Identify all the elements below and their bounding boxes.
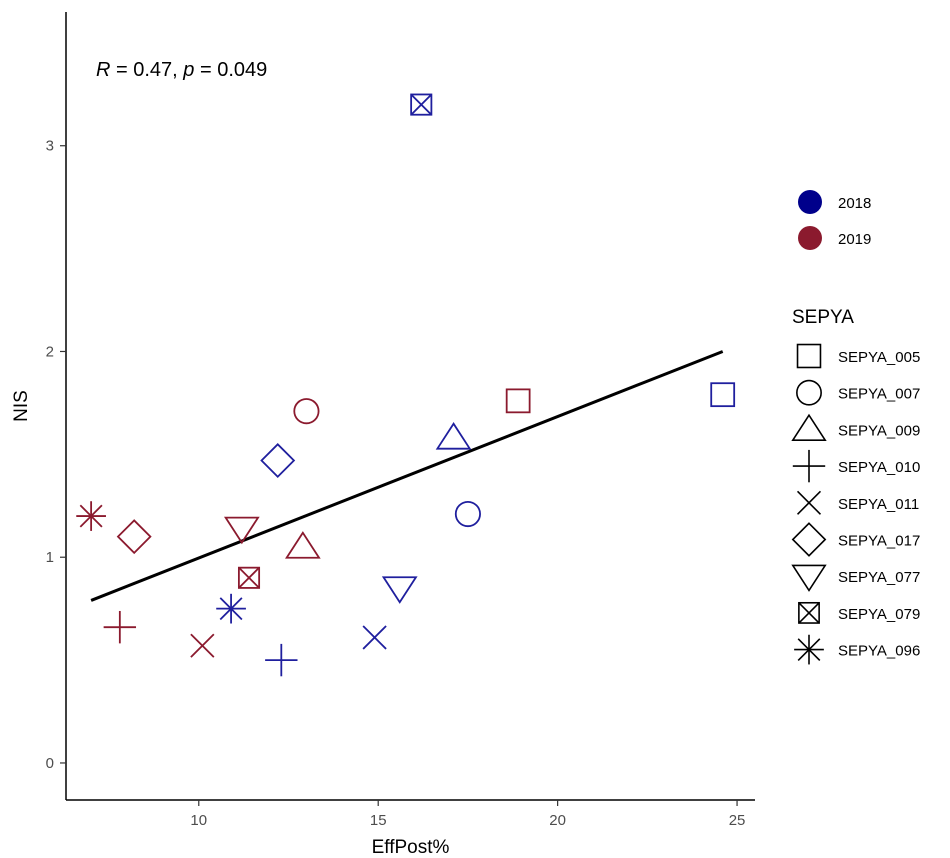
y-tick-label: 2 <box>46 343 54 360</box>
legend-shape-key-sepya-009 <box>791 413 827 442</box>
legend-shape-label-sepya-009: SEPYA_009 <box>838 422 920 439</box>
legend-shape-label-sepya-096: SEPYA_096 <box>838 643 920 660</box>
point-sepya-011-2019 <box>190 633 215 658</box>
point-sepya-096-2018 <box>216 593 246 624</box>
legend-shape-label-sepya-010: SEPYA_010 <box>838 459 920 476</box>
annotation-p-value: = 0.049 <box>194 59 267 81</box>
point-sepya-005-2019 <box>505 388 531 414</box>
legend-shape-key-sepya-077 <box>791 564 827 592</box>
annotation-r-value: = 0.47, <box>110 59 183 81</box>
point-sepya-009-2018 <box>435 422 472 450</box>
point-sepya-007-2019 <box>293 398 320 425</box>
point-sepya-007-2018 <box>454 500 481 528</box>
legend-shape-label-sepya-077: SEPYA_077 <box>838 569 920 586</box>
annotation-p-label: p <box>182 59 194 81</box>
point-sepya-010-2019 <box>103 610 137 644</box>
annotation-r-label: R <box>96 59 110 81</box>
point-sepya-077-2019 <box>223 516 260 545</box>
x-tick-label: 15 <box>370 812 387 829</box>
legend-shape-key-sepya-011 <box>796 490 822 515</box>
point-sepya-011-2018 <box>362 625 387 650</box>
point-sepya-077-2018 <box>381 576 418 604</box>
y-axis-title: NIS <box>11 390 32 422</box>
legend-shape-key-sepya-010 <box>792 449 826 483</box>
y-tick-label: 1 <box>46 549 54 566</box>
point-sepya-096-2019 <box>76 501 106 531</box>
legend-shape-label-sepya-079: SEPYA_079 <box>838 606 920 623</box>
legend-shape-key-sepya-005 <box>796 343 822 369</box>
data-points <box>76 93 736 677</box>
legend-color-swatch-2019 <box>798 226 822 250</box>
legend-shape-label-sepya-011: SEPYA_011 <box>838 496 919 513</box>
y-tick-label: 3 <box>46 138 54 155</box>
point-sepya-079-2018 <box>410 93 433 116</box>
point-sepya-017-2018 <box>260 443 296 478</box>
legend-shape-key-sepya-017 <box>791 522 827 557</box>
legend: 2018 2019 SEPYA SEPYA_005 SEPYA_007 SEPYA_009… <box>791 190 920 665</box>
legend-shape-label-sepya-005: SEPYA_005 <box>838 349 920 366</box>
legend-shape-key-sepya-007 <box>796 379 822 406</box>
x-tick-label: 25 <box>729 812 746 829</box>
legend-shape-key-sepya-096 <box>794 634 824 665</box>
legend-color-label-2018: 2018 <box>838 195 871 212</box>
legend-shape-label-sepya-007: SEPYA_007 <box>838 386 920 403</box>
point-sepya-005-2018 <box>710 382 736 408</box>
point-sepya-010-2018 <box>265 643 298 677</box>
correlation-annotation: R = 0.47, p = 0.049 <box>96 59 267 81</box>
x-tick-label: 20 <box>549 812 566 829</box>
x-axis-title: EffPost% <box>372 837 450 858</box>
y-tick-label: 0 <box>46 755 54 772</box>
axes: 10 15 20 25 0 1 2 3 EffPost% NIS <box>11 12 755 858</box>
legend-shape-key-sepya-079 <box>798 601 820 624</box>
legend-shape-label-sepya-017: SEPYA_017 <box>838 533 920 550</box>
legend-shape-title: SEPYA <box>792 307 854 328</box>
regression-line <box>90 350 724 602</box>
point-sepya-009-2019 <box>284 531 321 559</box>
x-tick-label: 10 <box>190 812 207 829</box>
legend-color-label-2019: 2019 <box>838 231 871 248</box>
point-sepya-079-2019 <box>237 566 261 589</box>
point-sepya-017-2019 <box>116 519 152 555</box>
legend-color-swatch-2018 <box>798 190 822 214</box>
